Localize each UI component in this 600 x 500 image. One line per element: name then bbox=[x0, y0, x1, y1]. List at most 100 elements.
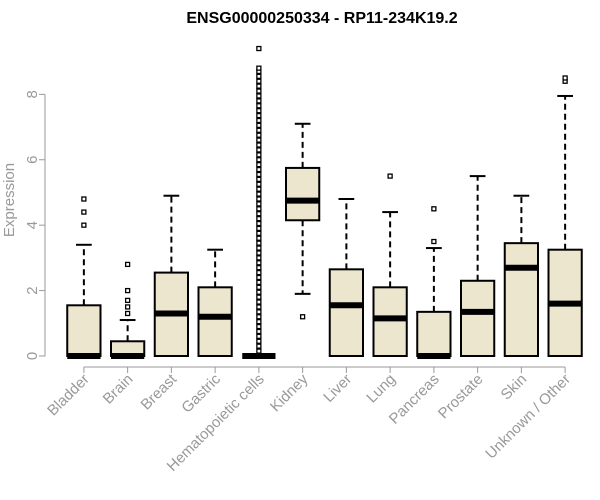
outlier-point bbox=[124, 287, 131, 294]
chart-title: ENSG00000250334 - RP11-234K19.2 bbox=[186, 10, 457, 27]
y-tick-label: 8 bbox=[24, 90, 41, 98]
outlier-point bbox=[256, 142, 262, 148]
outlier-point bbox=[431, 206, 437, 212]
outlier-point bbox=[256, 299, 262, 305]
outlier-point bbox=[256, 83, 262, 89]
outlier-point bbox=[256, 348, 262, 354]
outlier-point bbox=[256, 191, 262, 197]
y-tick-label: 2 bbox=[24, 286, 41, 294]
outlier-point bbox=[256, 206, 262, 212]
outlier-point bbox=[256, 132, 262, 138]
outlier-point bbox=[256, 127, 262, 133]
x-tick-label: Lung bbox=[363, 371, 399, 407]
outlier-point bbox=[256, 260, 262, 266]
outlier-point bbox=[256, 265, 262, 271]
outlier-point bbox=[256, 103, 262, 109]
plot-area bbox=[66, 45, 583, 359]
box-iqr bbox=[416, 310, 452, 357]
box-10 bbox=[503, 194, 539, 357]
outlier-point bbox=[387, 173, 393, 179]
box-iqr bbox=[285, 166, 321, 222]
x-tick-label: Liver bbox=[320, 371, 355, 406]
outlier-point bbox=[256, 176, 262, 183]
outlier-point bbox=[124, 304, 131, 310]
outlier-point bbox=[256, 304, 262, 310]
outlier-point bbox=[256, 220, 262, 227]
outlier-point bbox=[256, 196, 262, 202]
box-6 bbox=[328, 198, 364, 357]
x-tick-label: Bladder bbox=[44, 371, 93, 420]
outlier-point bbox=[256, 333, 262, 340]
outlier-point bbox=[256, 289, 262, 295]
outlier-point bbox=[256, 328, 262, 335]
outlier-point bbox=[256, 186, 262, 192]
outlier-point bbox=[256, 122, 262, 129]
box-iqr bbox=[66, 304, 102, 358]
box-2 bbox=[153, 194, 189, 357]
outlier-point bbox=[256, 93, 262, 99]
box-iqr bbox=[503, 242, 539, 357]
y-tick-label: 0 bbox=[24, 352, 41, 360]
outlier-point bbox=[256, 284, 262, 290]
y-tick-label: 6 bbox=[24, 156, 41, 164]
outlier-point bbox=[256, 78, 262, 84]
outlier-point bbox=[256, 98, 262, 104]
box-0 bbox=[66, 196, 102, 359]
outlier-point bbox=[299, 314, 306, 320]
outlier-point bbox=[256, 274, 262, 281]
outlier-point bbox=[562, 75, 568, 81]
outlier-point bbox=[256, 255, 262, 261]
box-iqr bbox=[328, 268, 364, 357]
outlier-point bbox=[256, 269, 262, 276]
outlier-point bbox=[256, 88, 262, 94]
outlier-point bbox=[256, 279, 262, 286]
outlier-point bbox=[256, 314, 262, 320]
outlier-point bbox=[256, 323, 262, 330]
outlier-point bbox=[256, 245, 262, 251]
box-9 bbox=[460, 175, 496, 358]
outlier-point bbox=[256, 343, 262, 349]
outlier-point bbox=[256, 157, 262, 163]
outlier-point bbox=[256, 215, 262, 222]
outlier-point bbox=[256, 230, 262, 236]
outlier-point bbox=[256, 166, 262, 173]
outlier-point bbox=[256, 201, 262, 207]
outlier-point bbox=[256, 250, 262, 256]
x-tick-label: Brain bbox=[100, 371, 137, 408]
outlier-point bbox=[124, 297, 131, 304]
box-7 bbox=[372, 173, 408, 357]
outlier-point bbox=[81, 209, 87, 215]
y-axis-label: Expression bbox=[1, 163, 18, 237]
outlier-point bbox=[256, 73, 262, 79]
outlier-point bbox=[256, 137, 262, 143]
outlier-point bbox=[256, 108, 262, 114]
outlier-point bbox=[256, 235, 262, 241]
outlier-point bbox=[81, 196, 87, 202]
x-tick-label: Prostate bbox=[435, 371, 487, 423]
outlier-point bbox=[124, 310, 131, 317]
box-iqr bbox=[372, 286, 408, 357]
outlier-point bbox=[256, 171, 262, 178]
box-iqr bbox=[460, 279, 496, 358]
x-tick-label: Skin bbox=[498, 371, 531, 404]
outlier-point bbox=[431, 238, 437, 245]
outlier-point bbox=[256, 309, 262, 315]
x-tick-label: Breast bbox=[138, 370, 181, 413]
outlier-point bbox=[256, 65, 262, 71]
outlier-point bbox=[256, 319, 262, 325]
outlier-point bbox=[256, 117, 262, 124]
box-8 bbox=[416, 206, 452, 359]
outlier-point bbox=[256, 225, 262, 232]
outlier-point bbox=[256, 211, 262, 217]
box-1 bbox=[110, 261, 146, 359]
outlier-point bbox=[256, 152, 262, 158]
box-5 bbox=[285, 122, 321, 320]
outlier-point bbox=[256, 147, 262, 153]
box-4 bbox=[242, 45, 276, 359]
outlier-point bbox=[256, 181, 262, 187]
x-tick-label: Kidney bbox=[267, 370, 312, 415]
outlier-point bbox=[81, 222, 87, 228]
outlier-point bbox=[256, 112, 262, 119]
